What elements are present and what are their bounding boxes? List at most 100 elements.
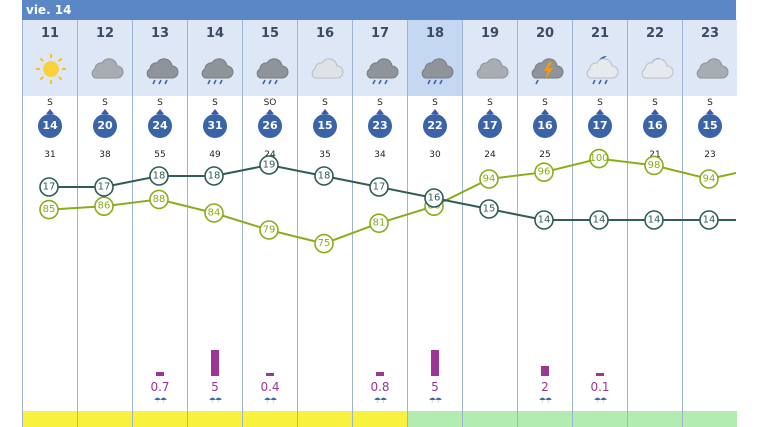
wind-arrow-icon bbox=[101, 109, 109, 114]
hour-label: 13 bbox=[150, 26, 170, 41]
wind-arrow-icon bbox=[486, 109, 494, 114]
wind-arrow-icon bbox=[431, 109, 439, 114]
wind-gust: 25 bbox=[539, 150, 551, 160]
hour-label: 14 bbox=[205, 26, 225, 41]
humidity-value: 79 bbox=[263, 225, 276, 236]
hour-label: 18 bbox=[425, 26, 445, 41]
wind-speed-badge: 26 bbox=[258, 114, 282, 138]
wind-direction: S bbox=[707, 98, 713, 108]
hour-column-21: 21S17260.1☂☂ bbox=[572, 20, 627, 427]
sun-icon bbox=[31, 52, 71, 86]
humidity-value: 86 bbox=[98, 201, 111, 212]
humidity-point: 96 bbox=[534, 162, 554, 182]
moon-rain-icon bbox=[581, 52, 621, 86]
humidity-value: 94 bbox=[483, 174, 496, 185]
wind-gust: 34 bbox=[374, 150, 386, 160]
temperature-point: 18 bbox=[314, 166, 334, 186]
wind-speed-badge: 22 bbox=[423, 114, 447, 138]
wind-direction: S bbox=[102, 98, 108, 108]
temperature-value: 15 bbox=[483, 204, 496, 215]
daylight-band bbox=[243, 411, 297, 427]
wind-arrow-icon bbox=[46, 109, 54, 114]
wind-speed-badge: 15 bbox=[698, 114, 722, 138]
temperature-point: 16 bbox=[424, 188, 444, 208]
wind-gust: 49 bbox=[209, 150, 221, 160]
wind-gust: 38 bbox=[99, 150, 111, 160]
rain-drops-icon: ☂☂ bbox=[428, 396, 442, 405]
wind-direction: S bbox=[542, 98, 548, 108]
humidity-value: 84 bbox=[208, 208, 221, 219]
daylight-band bbox=[78, 411, 132, 427]
humidity-value: 88 bbox=[153, 194, 166, 205]
wind-speed-badge: 17 bbox=[478, 114, 502, 138]
hour-column-18: 18 S 22 30 5 ☂☂ bbox=[407, 20, 462, 427]
wind-gust: 23 bbox=[704, 150, 716, 160]
wind-speed-badge: 24 bbox=[148, 114, 172, 138]
wind-direction: S bbox=[212, 98, 218, 108]
rain-bar bbox=[211, 350, 219, 376]
wind-speed-badge: 17 bbox=[588, 114, 612, 138]
rain-bar bbox=[431, 350, 439, 376]
cloud-rain-icon bbox=[251, 52, 291, 86]
daylight-band bbox=[463, 411, 517, 427]
temperature-point: 14 bbox=[644, 210, 664, 230]
temperature-point: 15 bbox=[479, 199, 499, 219]
temperature-value: 18 bbox=[153, 171, 166, 182]
temperature-value: 16 bbox=[428, 193, 441, 204]
cloud-rain-icon bbox=[141, 52, 181, 86]
humidity-point: 94 bbox=[699, 169, 719, 189]
rain-amount: 5 bbox=[211, 380, 219, 394]
temperature-value: 18 bbox=[208, 171, 221, 182]
temperature-point: 14 bbox=[699, 210, 719, 230]
wind-gust: 24 bbox=[264, 150, 276, 160]
temperature-point: 18 bbox=[149, 166, 169, 186]
daylight-band bbox=[188, 411, 242, 427]
hour-label: 16 bbox=[315, 26, 335, 41]
humidity-point: 88 bbox=[149, 189, 169, 210]
temperature-value: 14 bbox=[593, 215, 606, 226]
hour-column-12: 12 S 20 38 bbox=[77, 20, 132, 427]
daylight-band bbox=[683, 411, 737, 427]
rain-amount: 0.7 bbox=[150, 380, 170, 394]
daylight-band bbox=[628, 411, 682, 427]
wind-arrow-icon bbox=[706, 109, 714, 114]
wind-arrow-icon bbox=[541, 109, 549, 114]
rain-amount: 0.8 bbox=[370, 380, 390, 394]
wind-speed-badge: 14 bbox=[38, 114, 62, 138]
cloud-icon bbox=[691, 52, 731, 86]
temperature-point: 17 bbox=[369, 177, 389, 197]
wind-direction: S bbox=[652, 98, 658, 108]
hour-header-band bbox=[78, 20, 132, 96]
temperature-point: 14 bbox=[534, 210, 554, 230]
wind-direction: S bbox=[377, 98, 383, 108]
rain-amount: 5 bbox=[431, 380, 439, 394]
hour-header-band bbox=[683, 20, 737, 96]
wind-arrow-icon bbox=[156, 109, 164, 114]
hour-column-23: 23 S 15 23 bbox=[682, 20, 737, 427]
storm-icon bbox=[526, 52, 566, 86]
wind-gust: 35 bbox=[319, 150, 331, 160]
humidity-point: 79 bbox=[259, 220, 279, 240]
hour-label: 23 bbox=[700, 26, 720, 41]
wind-direction: S bbox=[322, 98, 328, 108]
temperature-point: 18 bbox=[204, 166, 224, 186]
wind-direction: S bbox=[157, 98, 163, 108]
temperature-value: 14 bbox=[538, 215, 551, 226]
hour-label: 11 bbox=[40, 26, 60, 41]
wind-arrow-icon bbox=[266, 109, 274, 114]
rain-amount: 0.1 bbox=[590, 380, 610, 394]
moon-cloud-icon bbox=[636, 52, 676, 86]
hour-label: 15 bbox=[260, 26, 280, 41]
rain-bar bbox=[266, 373, 274, 376]
wind-arrow-icon bbox=[321, 109, 329, 114]
rain-drops-icon: ☂☂ bbox=[593, 396, 607, 405]
hour-column-17: 17 S 23 34 0.8 ☂☂ bbox=[352, 20, 407, 427]
humidity-value: 94 bbox=[703, 174, 716, 185]
wind-arrow-icon bbox=[211, 109, 219, 114]
temperature-value: 17 bbox=[373, 182, 386, 193]
rain-amount: 0.4 bbox=[260, 380, 280, 394]
rain-bar bbox=[156, 372, 164, 376]
hour-column-15: 15 SO 26 24 0.4 ☂☂ bbox=[242, 20, 297, 427]
daylight-band bbox=[408, 411, 462, 427]
temperature-value: 18 bbox=[318, 171, 331, 182]
